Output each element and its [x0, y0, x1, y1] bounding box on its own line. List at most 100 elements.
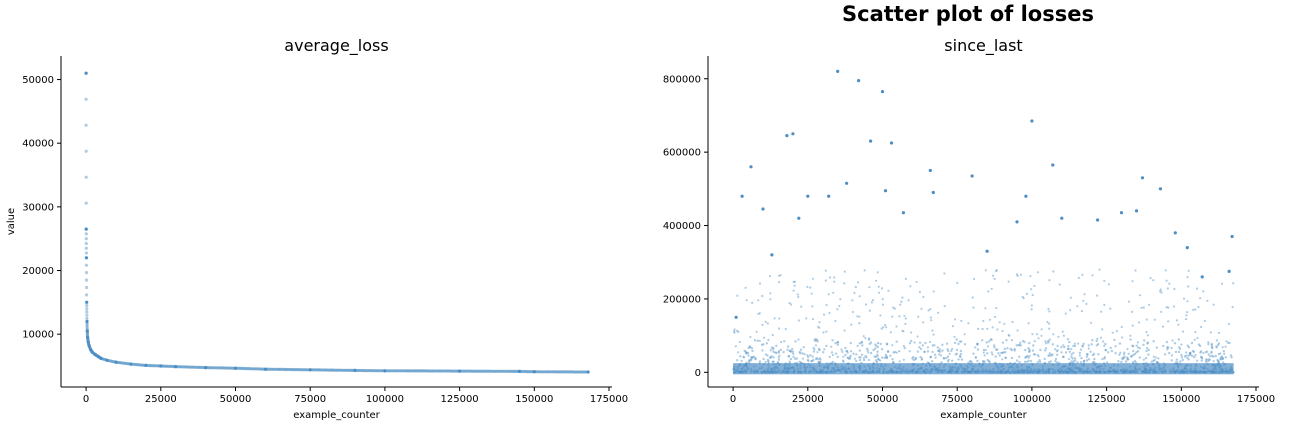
data-point — [345, 368, 349, 372]
data-point — [520, 369, 524, 374]
data-point — [385, 369, 389, 373]
data-point — [1133, 352, 1137, 356]
data-point — [1205, 359, 1208, 362]
data-point — [472, 369, 476, 373]
data-point — [1202, 351, 1205, 355]
data-point — [1159, 290, 1162, 293]
data-point — [1001, 329, 1004, 333]
data-point — [830, 351, 834, 354]
data-point — [458, 369, 462, 373]
data-point — [891, 344, 894, 347]
data-point — [85, 303, 89, 308]
data-point — [1038, 359, 1041, 362]
data-point — [1185, 354, 1188, 357]
data-point — [862, 335, 865, 338]
data-point — [982, 359, 985, 363]
data-point — [159, 364, 163, 368]
data-point — [1079, 361, 1083, 364]
data-point — [943, 272, 946, 275]
data-point — [1180, 356, 1184, 359]
data-point — [987, 340, 991, 343]
data-point — [1010, 356, 1014, 360]
data-point — [528, 370, 532, 374]
data-point — [880, 287, 884, 290]
data-point — [904, 277, 908, 280]
data-point — [1008, 334, 1011, 337]
data-point — [483, 369, 487, 373]
data-point — [1145, 349, 1148, 353]
data-point — [295, 368, 299, 372]
data-point — [974, 346, 977, 349]
data-point — [272, 367, 276, 371]
data-point — [371, 369, 375, 373]
data-point — [797, 338, 800, 341]
data-point — [1212, 360, 1215, 363]
data-point — [770, 253, 774, 257]
data-point — [524, 370, 528, 374]
data-point — [1080, 356, 1083, 360]
data-point — [1210, 354, 1214, 358]
data-point — [1004, 351, 1007, 354]
data-point — [969, 359, 972, 363]
data-point — [334, 368, 338, 372]
data-point — [1215, 346, 1218, 349]
data-point — [1152, 359, 1155, 362]
data-point — [903, 346, 906, 350]
data-point — [1076, 361, 1079, 364]
data-point — [161, 364, 165, 368]
data-point — [867, 351, 870, 354]
data-point — [933, 353, 937, 356]
data-point — [893, 350, 897, 354]
data-point — [959, 349, 963, 353]
data-point — [1118, 353, 1121, 356]
data-point — [941, 343, 944, 346]
data-point — [743, 349, 746, 353]
data-point — [402, 369, 406, 373]
data-point — [836, 343, 840, 346]
data-point — [825, 330, 828, 333]
data-point — [1192, 350, 1196, 354]
data-point — [788, 301, 791, 305]
data-point — [168, 364, 172, 368]
data-point — [866, 349, 869, 352]
data-point — [822, 331, 825, 334]
data-point — [892, 306, 895, 309]
data-point — [1077, 342, 1080, 345]
data-point — [366, 369, 370, 373]
data-point — [395, 369, 399, 373]
data-point — [986, 358, 989, 362]
data-point — [455, 369, 459, 373]
data-point — [1013, 349, 1016, 352]
data-point — [869, 351, 873, 355]
data-point — [858, 322, 861, 325]
data-point — [239, 366, 244, 370]
data-point — [1095, 294, 1099, 297]
data-point — [801, 352, 804, 355]
data-point — [1196, 336, 1199, 340]
x-tick-label: 50000 — [220, 394, 252, 405]
data-point — [855, 353, 858, 356]
data-point — [1040, 334, 1043, 337]
data-point — [1217, 359, 1220, 363]
data-point — [879, 342, 882, 346]
data-point — [1230, 234, 1234, 239]
data-point — [931, 190, 935, 195]
data-point — [386, 369, 391, 373]
data-point — [855, 359, 858, 363]
data-point — [1019, 344, 1023, 347]
data-point — [263, 367, 267, 371]
data-point — [874, 355, 878, 359]
data-point — [1092, 360, 1096, 364]
data-point — [338, 368, 342, 372]
data-point — [1186, 300, 1189, 303]
chart-panel-since_last: since_last 0 25000 50000 75000 100000 125000 15… — [663, 36, 1275, 421]
data-point — [208, 366, 212, 370]
data-point — [1138, 321, 1141, 324]
data-point — [479, 369, 483, 373]
data-point — [1224, 356, 1228, 359]
data-point — [436, 369, 440, 373]
data-point — [889, 354, 892, 357]
data-point — [260, 367, 264, 371]
data-point — [1067, 358, 1071, 361]
data-point — [1180, 353, 1183, 357]
